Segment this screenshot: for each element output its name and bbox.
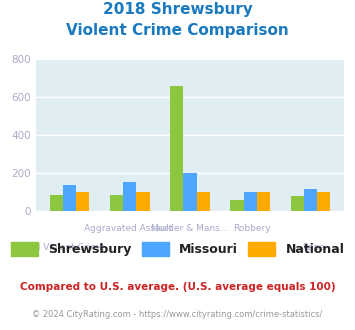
- Bar: [183, 173, 197, 211]
- Text: Rape: Rape: [302, 243, 325, 251]
- Bar: [63, 185, 76, 211]
- Text: Murder & Mans...: Murder & Mans...: [151, 224, 229, 233]
- Bar: [136, 192, 149, 211]
- Bar: [197, 192, 210, 211]
- Bar: [123, 182, 136, 211]
- Text: 2018 Shrewsbury: 2018 Shrewsbury: [103, 2, 252, 16]
- Text: Violent Crime Comparison: Violent Crime Comparison: [66, 23, 289, 38]
- Bar: [110, 195, 123, 211]
- Text: Compared to U.S. average. (U.S. average equals 100): Compared to U.S. average. (U.S. average …: [20, 282, 335, 292]
- Bar: [290, 196, 304, 211]
- Bar: [50, 195, 63, 211]
- Bar: [170, 86, 183, 211]
- Text: © 2024 CityRating.com - https://www.cityrating.com/crime-statistics/: © 2024 CityRating.com - https://www.city…: [32, 310, 323, 318]
- Legend: Shrewsbury, Missouri, National: Shrewsbury, Missouri, National: [11, 242, 344, 256]
- Text: Aggravated Assault: Aggravated Assault: [84, 224, 173, 233]
- Bar: [76, 192, 89, 211]
- Bar: [244, 192, 257, 211]
- Bar: [317, 192, 330, 211]
- Text: All Violent Crime: All Violent Crime: [28, 243, 104, 251]
- Bar: [257, 192, 270, 211]
- Text: Robbery: Robbery: [233, 224, 271, 233]
- Bar: [230, 200, 244, 211]
- Bar: [304, 189, 317, 211]
